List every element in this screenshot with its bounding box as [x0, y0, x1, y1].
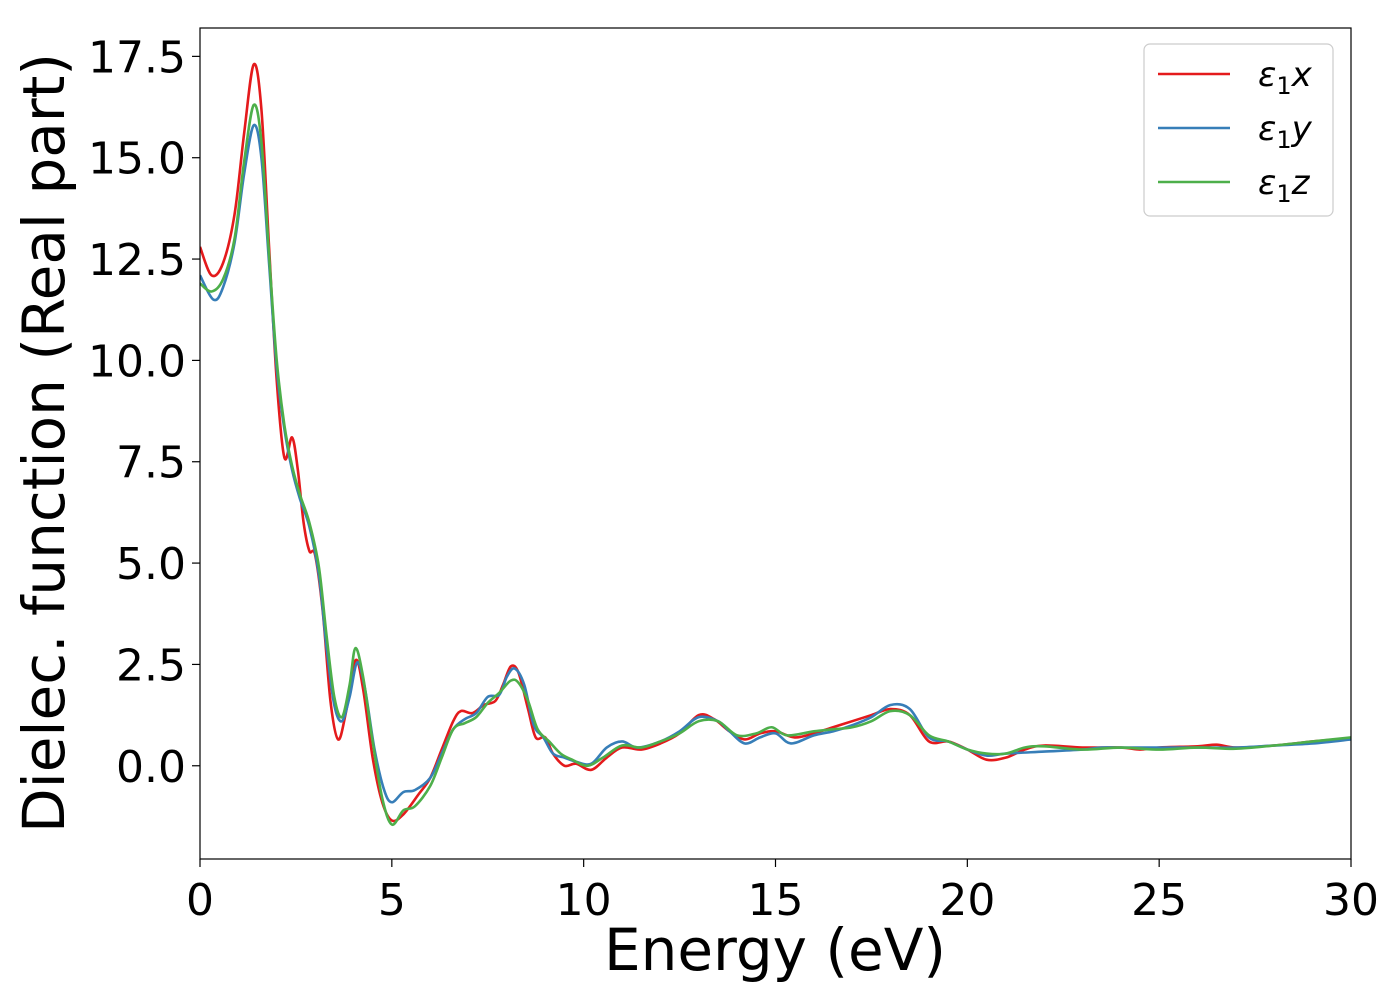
legend-label-z: ε1z — [1258, 163, 1311, 208]
y-tick-label: 15.0 — [88, 134, 186, 185]
x-tick-label: 30 — [1323, 875, 1379, 926]
series-line-z — [200, 103, 1351, 826]
y-tick-label: 0.0 — [116, 742, 186, 793]
y-axis: 0.0 2.5 5.0 7.5 10.0 12.5 15.0 17.5 — [88, 32, 200, 793]
x-tick-label: 0 — [186, 875, 214, 926]
y-axis-title: Dielec. function (Real part) — [10, 53, 78, 833]
legend-label-y: ε1y — [1258, 109, 1313, 154]
x-tick-label: 25 — [1131, 875, 1187, 926]
x-axis-title: Energy (eV) — [604, 916, 946, 984]
y-tick-label: 5.0 — [116, 539, 186, 590]
y-tick-label: 12.5 — [88, 235, 186, 286]
y-tick-label: 7.5 — [116, 438, 186, 489]
legend: ε1x ε1y ε1z — [1143, 43, 1334, 217]
legend-label-x: ε1x — [1258, 55, 1313, 100]
x-tick-label: 5 — [378, 875, 406, 926]
series-group — [200, 62, 1351, 826]
y-tick-label: 17.5 — [88, 32, 186, 83]
legend-box — [1143, 43, 1334, 217]
y-tick-label: 2.5 — [116, 640, 186, 691]
y-tick-label: 10.0 — [88, 336, 186, 387]
x-axis: 0 5 10 15 20 25 30 — [186, 859, 1379, 926]
x-tick-label: 20 — [939, 875, 995, 926]
x-tick-label: 15 — [748, 875, 804, 926]
x-tick-label: 10 — [556, 875, 612, 926]
